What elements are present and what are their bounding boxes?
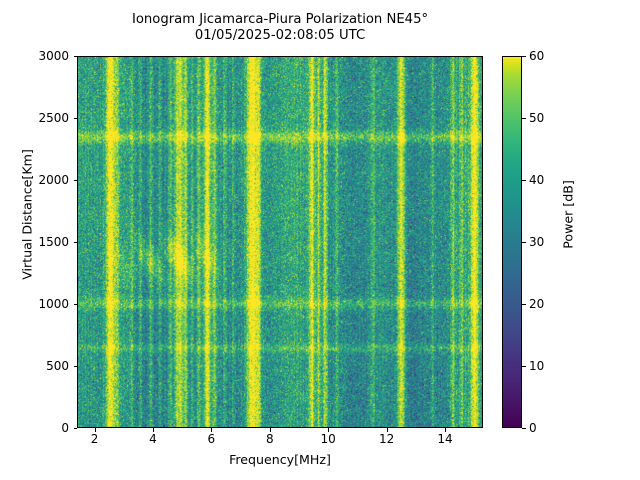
x-axis-label: Frequency[MHz]: [229, 452, 331, 467]
colorbar-tick-mark: [522, 428, 526, 429]
colorbar-tick-label: 50: [529, 111, 545, 125]
colorbar-tick-label: 20: [529, 297, 545, 311]
x-axis-tick-label: 12: [378, 432, 395, 446]
colorbar: [502, 56, 522, 428]
y-axis-tick-label: 1000: [38, 297, 69, 311]
colorbar-tick-mark: [522, 56, 526, 57]
colorbar-tick-mark: [522, 180, 526, 181]
x-axis-tick-label: 8: [265, 432, 274, 446]
colorbar-tick-label: 40: [529, 173, 545, 187]
y-axis-tick-label: 500: [46, 359, 69, 373]
y-axis-tick-label: 1500: [38, 235, 69, 249]
colorbar-tick-label: 10: [529, 359, 545, 373]
y-axis-tick-label: 3000: [38, 49, 69, 63]
y-axis-tick-label: 0: [61, 421, 69, 435]
x-axis-tick-mark: [269, 428, 271, 432]
chart-title-line-1: Ionogram Jicamarca-Piura Polarization NE…: [131, 12, 429, 27]
ionogram-heatmap: [78, 57, 482, 427]
y-axis-tick-label: 2000: [38, 173, 69, 187]
x-axis-tick-label: 2: [90, 432, 99, 446]
colorbar-label: Power [dB]: [560, 180, 576, 249]
x-axis-tick-mark: [211, 428, 213, 432]
colorbar-tick-mark: [522, 366, 526, 367]
y-axis-tick-mark: [73, 366, 77, 367]
x-axis-tick-label: 14: [437, 432, 453, 446]
y-axis-tick-mark: [73, 428, 77, 429]
colorbar-tick-mark: [522, 304, 526, 305]
colorbar-tick-label: 0: [529, 421, 537, 435]
colorbar-tick-mark: [522, 118, 526, 119]
colorbar-tick-label: 30: [529, 235, 545, 249]
colorbar-tick-mark: [522, 242, 526, 243]
y-axis-tick-mark: [73, 56, 77, 57]
y-axis-tick-mark: [73, 118, 77, 119]
ionogram-plot-area: [77, 56, 483, 428]
x-axis-tick-mark: [445, 428, 447, 432]
x-axis-tick-mark: [328, 428, 330, 432]
y-axis-label: Virtual Distance[Km]: [19, 149, 35, 280]
chart-title-line-2: 01/05/2025-02:08:05 UTC: [194, 28, 366, 43]
chart-title: Ionogram Jicamarca-Piura Polarization NE…: [77, 12, 483, 44]
y-axis-tick-label: 2500: [38, 111, 69, 125]
y-axis-tick-mark: [73, 242, 77, 243]
x-axis-tick-mark: [94, 428, 96, 432]
y-axis-tick-mark: [73, 304, 77, 305]
x-axis-tick-mark: [152, 428, 154, 432]
x-axis-tick-label: 4: [149, 432, 157, 446]
x-axis-tick-mark: [386, 428, 388, 432]
y-axis-tick-mark: [73, 180, 77, 181]
x-axis-tick-label: 10: [320, 432, 336, 446]
colorbar-tick-label: 60: [529, 49, 545, 63]
x-axis-tick-label: 6: [207, 432, 216, 446]
